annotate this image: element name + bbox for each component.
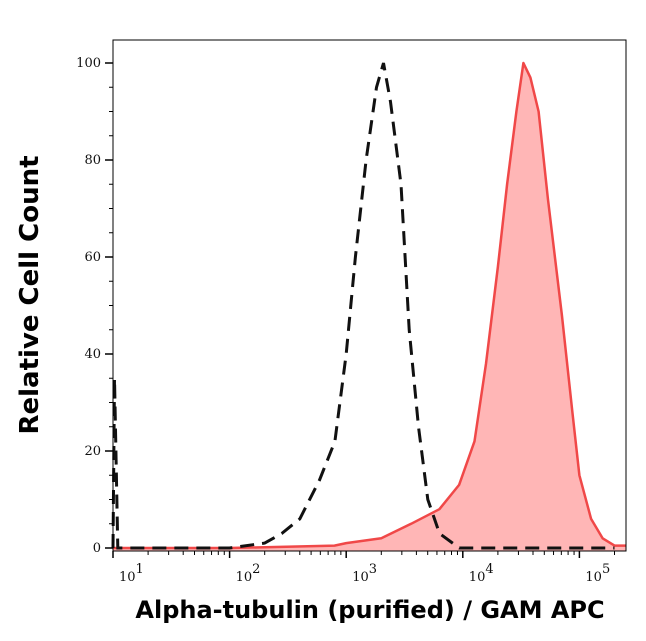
y-tick-label: 60 [84, 250, 101, 265]
x-tick-label: 104 [469, 562, 494, 585]
y-tick-label: 100 [76, 56, 101, 71]
plot-frame [112, 39, 627, 552]
series-line-0 [113, 61, 626, 550]
plot-area [111, 61, 626, 551]
x-axis-label: Alpha-tubulin (purified) / GAM APC [135, 596, 604, 624]
x-tick-label: 101 [119, 562, 144, 585]
x-axis: 101 102 103 104 105 [112, 551, 615, 585]
x-tick-label: 105 [585, 562, 610, 585]
series-fill-0 [113, 63, 626, 551]
y-tick-label: 0 [93, 541, 101, 556]
y-tick-label: 80 [84, 153, 101, 168]
x-tick-label: 103 [352, 562, 377, 585]
x-tick-label: 102 [236, 562, 261, 585]
y-axis: 0 20 40 60 80 100 [76, 56, 113, 556]
y-axis-label: Relative Cell Count [15, 155, 45, 434]
series-line-1 [111, 62, 615, 550]
y-tick-label: 20 [84, 444, 101, 459]
y-tick-label: 40 [84, 347, 101, 362]
